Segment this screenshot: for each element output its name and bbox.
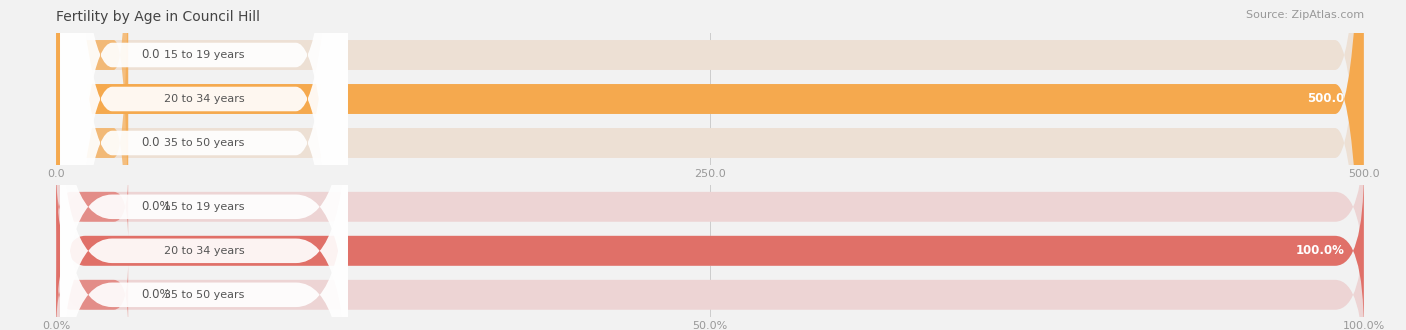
FancyBboxPatch shape xyxy=(56,125,1364,289)
Text: 20 to 34 years: 20 to 34 years xyxy=(163,246,245,256)
Text: 0.0%: 0.0% xyxy=(141,200,172,213)
FancyBboxPatch shape xyxy=(56,0,1364,330)
FancyBboxPatch shape xyxy=(60,0,347,330)
FancyBboxPatch shape xyxy=(56,169,1364,330)
FancyBboxPatch shape xyxy=(60,45,347,330)
FancyBboxPatch shape xyxy=(56,0,128,330)
FancyBboxPatch shape xyxy=(56,0,1364,330)
FancyBboxPatch shape xyxy=(56,0,1364,330)
Text: 15 to 19 years: 15 to 19 years xyxy=(163,202,245,212)
Text: Source: ZipAtlas.com: Source: ZipAtlas.com xyxy=(1246,10,1364,20)
FancyBboxPatch shape xyxy=(56,169,1364,330)
FancyBboxPatch shape xyxy=(56,173,128,240)
FancyBboxPatch shape xyxy=(56,0,128,282)
Text: 0.0: 0.0 xyxy=(141,49,160,61)
Text: Fertility by Age in Council Hill: Fertility by Age in Council Hill xyxy=(56,10,260,24)
Text: 15 to 19 years: 15 to 19 years xyxy=(163,50,245,60)
Text: 20 to 34 years: 20 to 34 years xyxy=(163,94,245,104)
Text: 100.0%: 100.0% xyxy=(1295,244,1344,257)
Text: 500.0: 500.0 xyxy=(1308,92,1344,106)
FancyBboxPatch shape xyxy=(60,0,347,330)
FancyBboxPatch shape xyxy=(56,213,1364,330)
FancyBboxPatch shape xyxy=(60,0,347,330)
Text: 35 to 50 years: 35 to 50 years xyxy=(165,290,245,300)
FancyBboxPatch shape xyxy=(56,0,1364,330)
FancyBboxPatch shape xyxy=(56,261,128,328)
FancyBboxPatch shape xyxy=(60,133,347,330)
FancyBboxPatch shape xyxy=(60,89,347,330)
Text: 0.0: 0.0 xyxy=(141,137,160,149)
Text: 35 to 50 years: 35 to 50 years xyxy=(165,138,245,148)
Text: 0.0%: 0.0% xyxy=(141,288,172,301)
